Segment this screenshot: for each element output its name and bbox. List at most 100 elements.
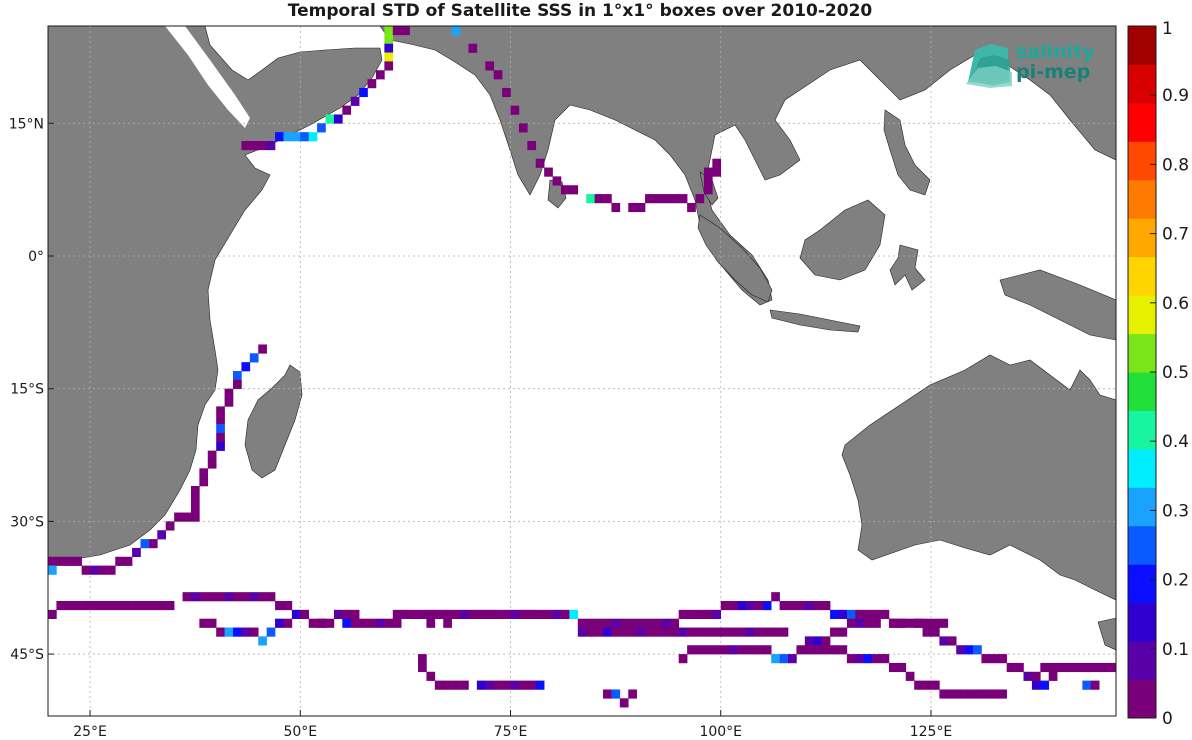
- heatmap-cell: [291, 609, 301, 619]
- heatmap-cell: [737, 645, 747, 655]
- heatmap-cell: [518, 609, 528, 619]
- heatmap-cell: [813, 636, 822, 646]
- heatmap-cell: [224, 397, 234, 407]
- heatmap-cell: [426, 618, 436, 628]
- heatmap-cell: [157, 530, 167, 540]
- chart-title: Temporal STD of Satellite SSS in 1°x1° b…: [288, 1, 873, 21]
- heatmap-cell: [342, 618, 352, 628]
- heatmap-cell: [603, 618, 612, 628]
- heatmap-cell: [451, 609, 461, 619]
- land-tasmania: [1097, 617, 1116, 651]
- heatmap-cell: [922, 680, 932, 690]
- heatmap-cell: [367, 79, 377, 89]
- heatmap-cell: [190, 503, 200, 513]
- heatmap-cell: [712, 167, 722, 177]
- heatmap-cell: [712, 627, 722, 637]
- heatmap-cell: [317, 618, 326, 628]
- colorbar-swatch: [1128, 26, 1156, 65]
- heatmap-cell: [418, 662, 427, 673]
- salinity-logo: salinity pi-mep: [966, 41, 1095, 88]
- colorbar-swatch: [1128, 602, 1156, 642]
- heatmap-cell: [771, 592, 780, 602]
- heatmap-cell: [375, 70, 385, 80]
- heatmap-cell: [603, 689, 612, 699]
- heatmap-cell: [645, 194, 654, 204]
- heatmap-cell: [771, 654, 780, 664]
- heatmap-cell: [973, 645, 982, 655]
- heatmap-cell: [577, 627, 587, 637]
- heatmap-cell: [611, 202, 621, 213]
- heatmap-cell: [510, 680, 520, 690]
- heatmap-cell: [754, 601, 764, 611]
- heatmap-cell: [216, 627, 225, 637]
- heatmap-cell: [628, 618, 637, 628]
- heatmap-cell: [266, 141, 276, 151]
- heatmap-cell: [308, 618, 318, 628]
- heatmap-cell: [350, 618, 360, 628]
- heatmap-cell: [300, 132, 309, 142]
- heatmap-cell: [964, 689, 974, 699]
- heatmap-cell: [485, 609, 495, 619]
- heatmap-cell: [527, 680, 537, 690]
- heatmap-cell: [552, 609, 562, 619]
- heatmap-cell: [720, 627, 730, 637]
- heatmap-cell: [317, 123, 326, 133]
- heatmap-cell: [1107, 662, 1116, 673]
- heatmap-cell: [897, 618, 907, 628]
- heatmap-cell: [90, 565, 99, 575]
- heatmap-cell: [1023, 671, 1033, 681]
- heatmap-cell: [384, 43, 394, 53]
- heatmap-cell: [308, 132, 318, 142]
- heatmap-cell: [863, 609, 873, 619]
- heatmap-cell: [249, 141, 259, 151]
- heatmap-cell: [56, 556, 66, 566]
- heatmap-cell: [123, 556, 133, 566]
- heatmap-cell: [1057, 662, 1066, 673]
- heatmap-cell: [712, 158, 722, 168]
- heatmap-cell: [249, 592, 259, 602]
- heatmap-cell: [451, 680, 461, 690]
- colorbar-swatch: [1128, 218, 1156, 258]
- heatmap-cell: [737, 627, 747, 637]
- colorbar-swatch: [1128, 679, 1156, 719]
- heatmap-cell: [384, 618, 394, 628]
- heatmap-cell: [603, 194, 612, 204]
- heatmap-cell: [804, 645, 814, 655]
- heatmap-cell: [241, 592, 251, 602]
- heatmap-cell: [233, 371, 242, 381]
- y-tick-label: 0°: [28, 249, 44, 265]
- heatmap-cell: [619, 618, 629, 628]
- heatmap-cell: [132, 601, 141, 611]
- heatmap-cell: [611, 689, 621, 699]
- heatmap-cell: [384, 26, 394, 36]
- heatmap-cell: [821, 645, 831, 655]
- heatmap-cell: [762, 645, 772, 655]
- heatmap-cell: [712, 645, 722, 655]
- heatmap-cell: [401, 609, 410, 619]
- heatmap-cell: [283, 601, 293, 611]
- heatmap-cell: [745, 627, 755, 637]
- heatmap-cell: [712, 609, 722, 619]
- heatmap-cell: [468, 609, 478, 619]
- heatmap-cell: [821, 601, 831, 611]
- colorbar-swatch: [1128, 372, 1156, 411]
- heatmap-cell: [998, 689, 1007, 699]
- heatmap-cell: [628, 627, 637, 637]
- heatmap-cell: [897, 662, 907, 673]
- heatmap-cell: [283, 618, 293, 628]
- heatmap-cell: [544, 609, 553, 619]
- heatmap-cell: [695, 609, 705, 619]
- heatmap-cell: [788, 601, 797, 611]
- heatmap-cell: [964, 645, 974, 655]
- heatmap-cell: [628, 689, 637, 699]
- heatmap-cell: [569, 609, 579, 619]
- heatmap-cell: [998, 654, 1007, 664]
- heatmap-cell: [636, 627, 646, 637]
- colorbar-tick-label: 0.2: [1162, 571, 1189, 591]
- colorbar-swatch: [1128, 487, 1156, 527]
- heatmap-cell: [888, 618, 898, 628]
- heatmap-cell: [1048, 662, 1058, 673]
- heatmap-cell: [140, 601, 150, 611]
- heatmap-cell: [914, 680, 923, 690]
